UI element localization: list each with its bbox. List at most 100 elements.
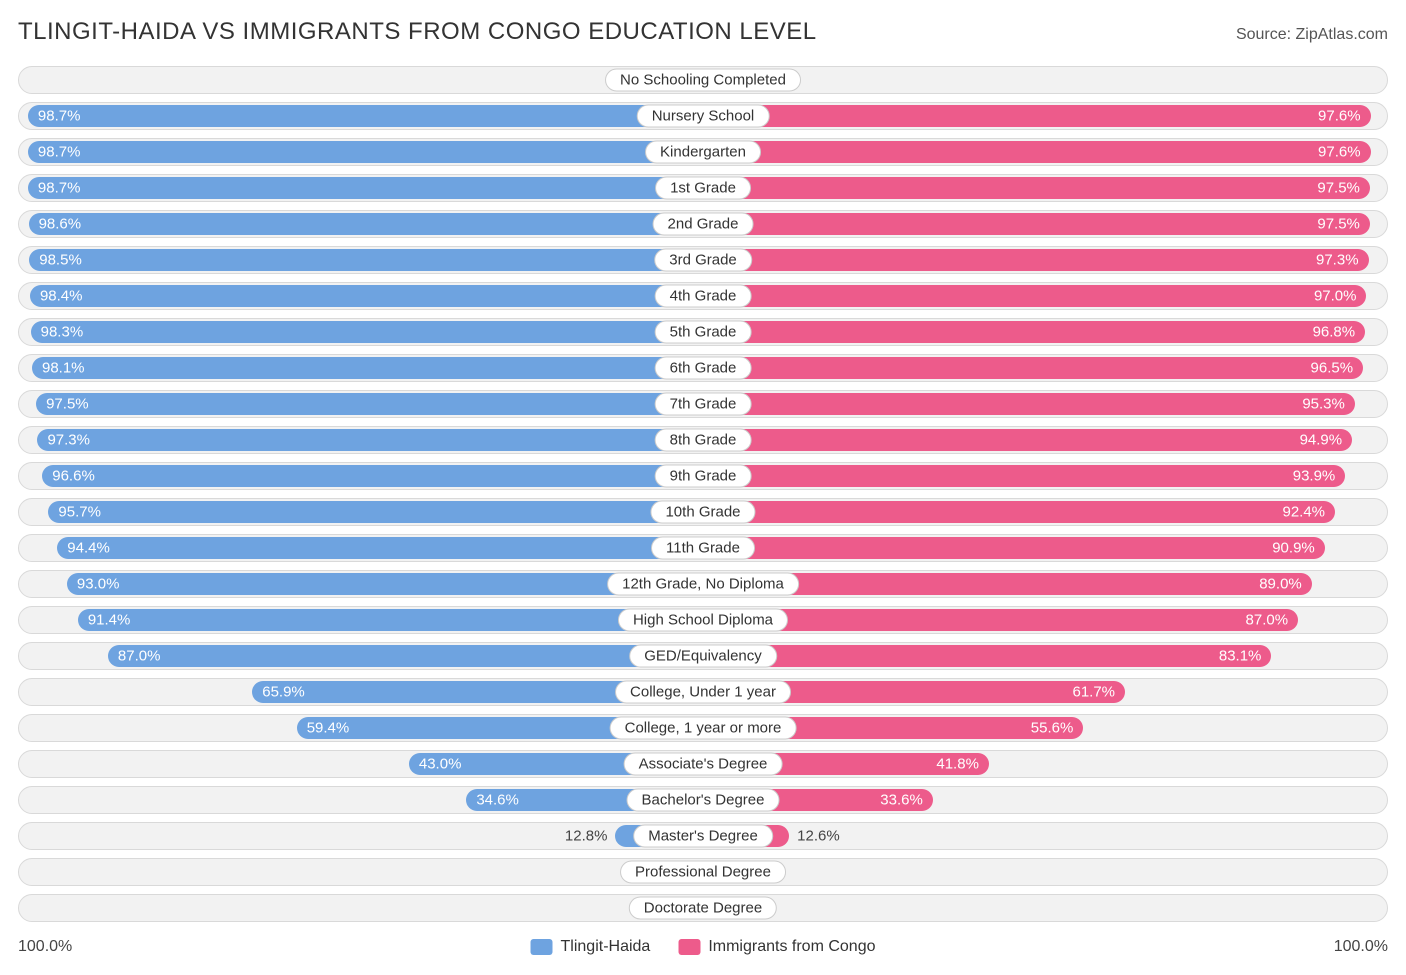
category-label: 12th Grade, No Diploma (607, 573, 799, 596)
value-left: 87.0% (118, 648, 161, 665)
chart-row: 94.4% 90.9% 11th Grade (18, 534, 1388, 562)
value-left: 59.4% (307, 720, 350, 737)
category-label: Professional Degree (620, 861, 786, 884)
value-left: 98.1% (42, 360, 85, 377)
value-right: 96.8% (1313, 324, 1356, 341)
category-label: Nursery School (637, 105, 770, 128)
bar-right (703, 177, 1370, 199)
bar-right (703, 465, 1345, 487)
bar-right (703, 357, 1363, 379)
chart-row: 98.7% 97.6% Nursery School (18, 102, 1388, 130)
chart-row: 34.6%33.6%Bachelor's Degree (18, 786, 1388, 814)
chart-row: 97.5%95.3%7th Grade (18, 390, 1388, 418)
value-left: 98.7% (38, 108, 81, 125)
value-left: 98.7% (38, 144, 81, 161)
bar-right (703, 501, 1335, 523)
category-label: 11th Grade (651, 537, 755, 560)
value-left: 91.4% (88, 612, 131, 629)
value-right: 93.9% (1293, 468, 1336, 485)
value-right: 90.9% (1272, 540, 1315, 557)
legend-label-right: Immigrants from Congo (708, 938, 875, 956)
value-left: 43.0% (419, 756, 462, 773)
value-right: 87.0% (1246, 612, 1289, 629)
bar-left (28, 141, 703, 163)
chart-footer: 100.0% 100.0% Tlingit-Haida Immigrants f… (18, 938, 1388, 962)
category-label: Kindergarten (645, 141, 761, 164)
bar-left (31, 321, 703, 343)
category-label: College, Under 1 year (615, 681, 791, 704)
chart-row: 98.1%96.5%6th Grade (18, 354, 1388, 382)
value-left: 12.8% (565, 828, 608, 845)
category-label: 1st Grade (655, 177, 751, 200)
category-label: Doctorate Degree (629, 897, 777, 920)
value-left: 98.6% (39, 216, 82, 233)
category-label: 10th Grade (650, 501, 755, 524)
chart-row: 12.8%12.6%Master's Degree (18, 822, 1388, 850)
bar-left (36, 393, 703, 415)
chart-row: 1.7%1.6%Doctorate Degree (18, 894, 1388, 922)
category-label: 4th Grade (655, 285, 752, 308)
value-right: 55.6% (1031, 720, 1074, 737)
chart-row: 95.7% 92.4% 10th Grade (18, 498, 1388, 526)
bar-left (78, 609, 703, 631)
value-left: 98.3% (41, 324, 84, 341)
axis-left-max: 100.0% (18, 938, 72, 956)
bar-left (28, 105, 703, 127)
chart-row: 91.4%87.0%High School Diploma (18, 606, 1388, 634)
bar-right (703, 321, 1365, 343)
source-name: ZipAtlas.com (1296, 26, 1388, 43)
bar-right (703, 105, 1371, 127)
bar-right (703, 645, 1271, 667)
chart-row: 96.6%93.9%9th Grade (18, 462, 1388, 490)
chart-row: 1.5%2.4%No Schooling Completed (18, 66, 1388, 94)
bar-left (29, 213, 703, 235)
category-label: 9th Grade (655, 465, 752, 488)
bar-right (703, 429, 1352, 451)
value-right: 97.6% (1318, 144, 1361, 161)
value-left: 94.4% (67, 540, 110, 557)
bar-left (37, 429, 703, 451)
category-label: 3rd Grade (654, 249, 752, 272)
value-right: 97.6% (1318, 108, 1361, 125)
chart-container: TLINGIT-HAIDA VS IMMIGRANTS FROM CONGO E… (0, 0, 1406, 975)
chart-header: TLINGIT-HAIDA VS IMMIGRANTS FROM CONGO E… (18, 18, 1388, 46)
chart-row: 98.4%97.0%4th Grade (18, 282, 1388, 310)
value-right: 95.3% (1302, 396, 1345, 413)
chart-row: 43.0%41.8%Associate's Degree (18, 750, 1388, 778)
chart-row: 97.3%94.9%8th Grade (18, 426, 1388, 454)
legend-item-left: Tlingit-Haida (531, 938, 651, 956)
value-left: 95.7% (58, 504, 101, 521)
bar-left (48, 501, 703, 523)
value-right: 96.5% (1311, 360, 1354, 377)
category-label: GED/Equivalency (629, 645, 777, 668)
value-left: 97.3% (47, 432, 90, 449)
value-right: 61.7% (1072, 684, 1115, 701)
chart-rows: 1.5%2.4%No Schooling Completed 98.7% 97.6%… (18, 66, 1388, 922)
bar-left (30, 285, 703, 307)
legend-swatch-left (531, 939, 553, 955)
legend-label-left: Tlingit-Haida (561, 938, 651, 956)
value-right: 41.8% (936, 756, 979, 773)
bar-left (32, 357, 703, 379)
value-left: 98.5% (39, 252, 82, 269)
value-right: 97.3% (1316, 252, 1359, 269)
legend-swatch-right (678, 939, 700, 955)
value-left: 65.9% (262, 684, 305, 701)
chart-title: TLINGIT-HAIDA VS IMMIGRANTS FROM CONGO E… (18, 18, 817, 46)
value-right: 92.4% (1282, 504, 1325, 521)
value-left: 97.5% (46, 396, 89, 413)
value-right: 33.6% (880, 792, 923, 809)
value-right: 12.6% (797, 828, 840, 845)
chart-row: 98.5% 97.3% 3rd Grade (18, 246, 1388, 274)
value-right: 97.0% (1314, 288, 1357, 305)
bar-right (703, 285, 1366, 307)
bar-right (703, 537, 1325, 559)
chart-row: 65.9% 61.7% College, Under 1 year (18, 678, 1388, 706)
legend-item-right: Immigrants from Congo (678, 938, 875, 956)
value-left: 98.7% (38, 180, 81, 197)
bar-right (703, 213, 1370, 235)
bar-left (28, 177, 703, 199)
chart-row: 4.0%3.6%Professional Degree (18, 858, 1388, 886)
chart-source: Source: ZipAtlas.com (1236, 26, 1388, 44)
bar-left (108, 645, 703, 667)
